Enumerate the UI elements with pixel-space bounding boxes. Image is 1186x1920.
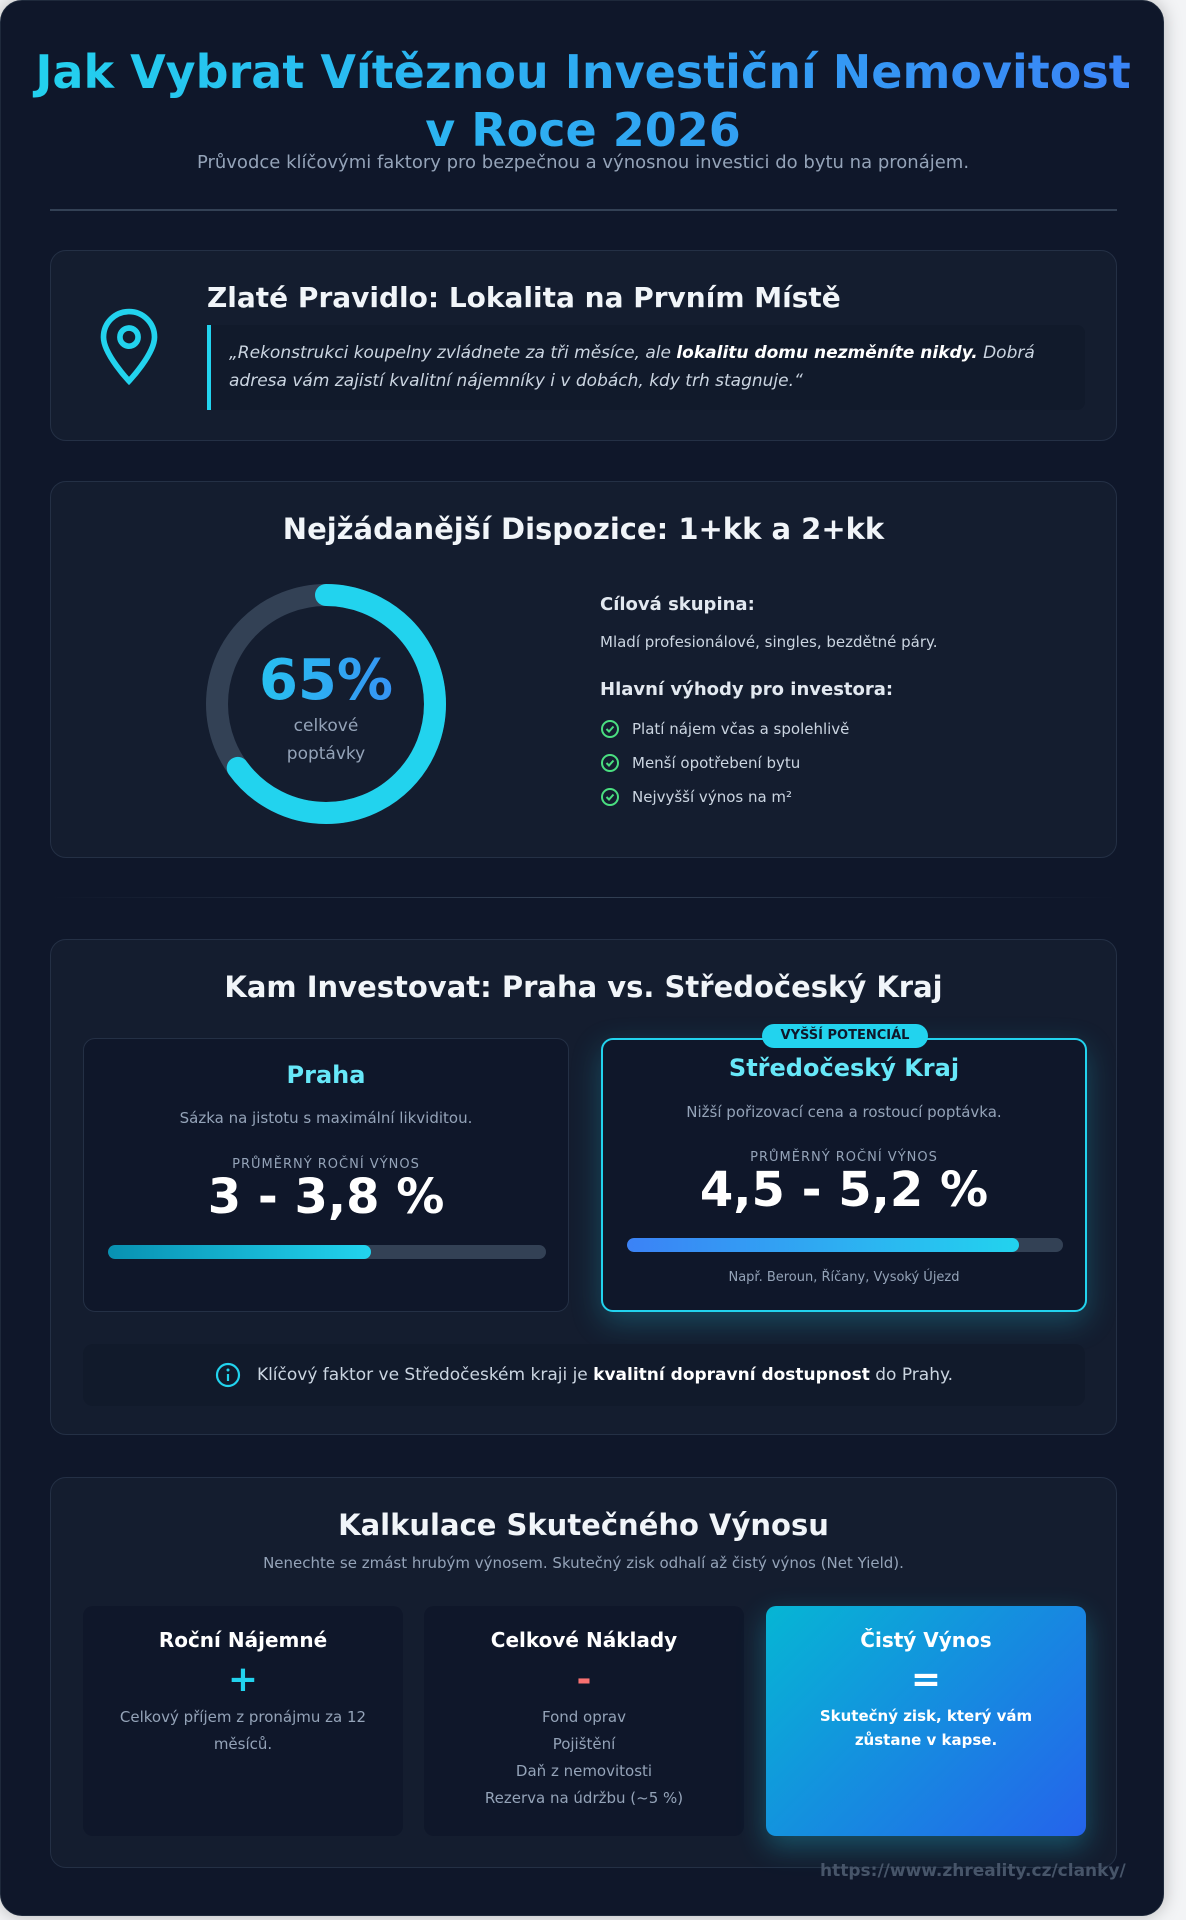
calc-subtitle: Nenechte se zmást hrubým výnosem. Skuteč… [263, 1554, 904, 1572]
total-costs-box: Celkové Náklady - Fond oprav Pojištění Daň… [424, 1606, 744, 1836]
rule-quote: „Rekonstrukci koupelny zvládnete za tři … [207, 325, 1085, 410]
check-circle-icon [601, 788, 619, 806]
check-circle-icon [601, 754, 619, 772]
target-heading: Cílová skupina: [600, 594, 755, 615]
praha-yield-label: PRŮMĚRNÝ ROČNÍ VÝNOS [232, 1157, 420, 1172]
page-subtitle: Průvodce klíčovými faktory pro bezpečnou… [196, 152, 970, 173]
stredocesky-yield-bar [627, 1238, 1063, 1252]
check-circle-icon [601, 720, 619, 738]
stredocesky-desc: Nižší pořizovací cena a rostoucí poptávk… [686, 1103, 1002, 1121]
map-pin-icon [100, 308, 158, 386]
annual-rent-box: Roční Nájemné + Celkový příjem z pronájm… [83, 1606, 403, 1836]
benefit-item: Platí nájem včas a spolehlivě [600, 712, 1080, 746]
benefit-item: Menší opotřebení bytu [600, 746, 1080, 780]
disposition-card: Nejžádanější Dispozice: 1+kk a 2+kk 65% … [50, 481, 1117, 858]
percent-value: 65% [206, 650, 446, 712]
donut-arc [206, 584, 446, 824]
praha-desc: Sázka na jistotu s maximální likviditou. [179, 1109, 473, 1127]
divider [50, 209, 1117, 211]
praha-card: Praha Sázka na jistotu s maximální likvi… [83, 1038, 569, 1312]
stredocesky-card: VYŠŠÍ POTENCIÁL Středočeský Kraj Nižší p… [601, 1024, 1087, 1312]
stredocesky-examples: Např. Beroun, Říčany, Vysoký Újezd [728, 1270, 960, 1285]
plus-icon: + [227, 1659, 259, 1700]
net-yield-box: Čistý Výnos = Skutečný zisk, který vám z… [766, 1606, 1086, 1836]
praha-yield-bar [108, 1245, 546, 1259]
percent-caption: celkové poptávky [286, 716, 366, 764]
golden-rule-card: Zlaté Pravidlo: Lokalita na Prvním Místě… [50, 250, 1117, 441]
benefits-heading: Hlavní výhody pro investora: [600, 679, 894, 700]
rule-title: Zlaté Pravidlo: Lokalita na Prvním Místě [207, 281, 841, 314]
benefit-item: Nejvyšší výnos na m² [600, 780, 1080, 814]
demand-donut-chart [206, 584, 446, 824]
disposition-details: Cílová skupina: Mladí profesionálové, si… [600, 594, 1080, 814]
praha-yield-value: 3 - 3,8 % [207, 1169, 445, 1225]
calc-title: Kalkulace Skutečného Výnosu [338, 1508, 829, 1542]
source-url[interactable]: https://www.zhreality.cz/clanky/ [820, 1861, 1126, 1881]
higher-potential-badge: VYŠŠÍ POTENCIÁL [762, 1024, 928, 1048]
praha-name: Praha [286, 1061, 366, 1089]
equals-icon: = [910, 1659, 942, 1700]
page-title: Jak Vybrat Vítěznou Investiční Nemovitos… [1, 43, 1165, 159]
calculation-card: Kalkulace Skutečného Výnosu Nenechte se … [50, 1477, 1117, 1868]
disposition-title: Nejžádanější Dispozice: 1+kk a 2+kk [282, 512, 885, 546]
compare-card: Kam Investovat: Praha vs. Středočeský Kr… [50, 939, 1117, 1435]
info-note: Klíčový faktor ve Středočeském kraji je … [83, 1344, 1085, 1406]
stredocesky-yield-value: 4,5 - 5,2 % [699, 1162, 989, 1218]
minus-icon: - [576, 1659, 592, 1700]
stredocesky-name: Středočeský Kraj [728, 1054, 960, 1082]
infographic-page: Jak Vybrat Vítěznou Investiční Nemovitos… [0, 0, 1164, 1916]
benefits-list: Platí nájem včas a spolehlivě Menší opot… [600, 712, 1080, 814]
info-icon [215, 1362, 241, 1388]
section-divider [50, 897, 1117, 898]
compare-title: Kam Investovat: Praha vs. Středočeský Kr… [224, 970, 943, 1004]
donut-label: 65% celkové poptávky [206, 650, 446, 768]
target-text: Mladí profesionálové, singles, bezdětné … [600, 633, 938, 651]
stredocesky-yield-label: PRŮMĚRNÝ ROČNÍ VÝNOS [750, 1150, 938, 1165]
